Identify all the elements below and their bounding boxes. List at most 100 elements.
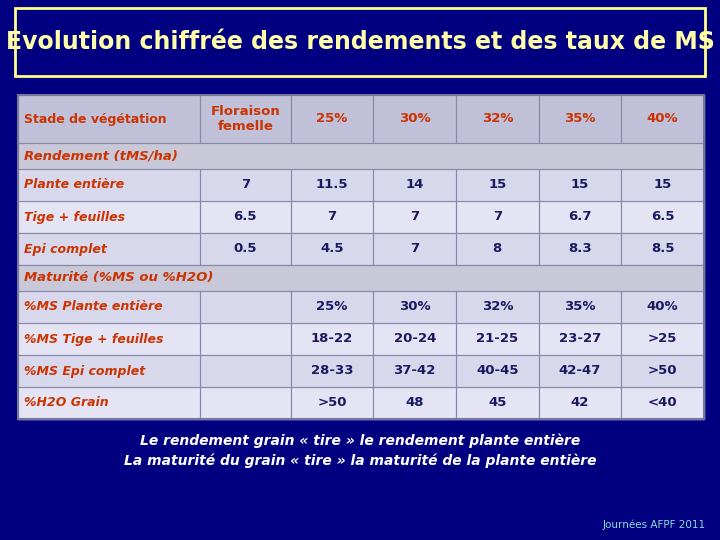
Bar xyxy=(374,201,456,233)
Bar xyxy=(456,201,539,233)
Text: 35%: 35% xyxy=(564,112,595,125)
Bar xyxy=(291,291,374,323)
Bar xyxy=(291,355,374,387)
Bar xyxy=(18,323,200,355)
Bar xyxy=(18,265,704,291)
Bar xyxy=(456,201,539,233)
Bar xyxy=(456,355,539,387)
Text: 28-33: 28-33 xyxy=(311,364,354,377)
Bar xyxy=(456,387,539,419)
Bar xyxy=(456,233,539,265)
Text: 25%: 25% xyxy=(316,112,348,125)
Bar xyxy=(374,323,456,355)
Text: %MS Tige + feuilles: %MS Tige + feuilles xyxy=(24,333,163,346)
Text: Evolution chiffrée des rendements et des taux de MS: Evolution chiffrée des rendements et des… xyxy=(6,30,714,54)
Text: 6.5: 6.5 xyxy=(233,211,257,224)
Bar xyxy=(621,387,704,419)
Bar xyxy=(18,323,200,355)
Text: La maturité du grain « tire » la maturité de la plante entière: La maturité du grain « tire » la maturit… xyxy=(124,453,596,468)
Bar xyxy=(621,291,704,323)
Text: Epi complet: Epi complet xyxy=(24,242,107,255)
Bar xyxy=(374,169,456,201)
Bar xyxy=(200,201,291,233)
Bar xyxy=(291,387,374,419)
Bar xyxy=(18,233,200,265)
Bar xyxy=(18,169,200,201)
Bar xyxy=(621,95,704,143)
Text: 23-27: 23-27 xyxy=(559,333,601,346)
Text: 18-22: 18-22 xyxy=(311,333,354,346)
Bar xyxy=(18,265,704,291)
Text: 15: 15 xyxy=(654,179,672,192)
FancyBboxPatch shape xyxy=(15,8,705,76)
Bar xyxy=(374,355,456,387)
Bar xyxy=(18,95,200,143)
Bar xyxy=(539,323,621,355)
Text: 20-24: 20-24 xyxy=(394,333,436,346)
Bar xyxy=(374,387,456,419)
Bar xyxy=(456,387,539,419)
Text: 48: 48 xyxy=(405,396,424,409)
Bar xyxy=(539,233,621,265)
Text: 32%: 32% xyxy=(482,112,513,125)
Text: 6.5: 6.5 xyxy=(651,211,675,224)
Text: 42: 42 xyxy=(571,396,589,409)
Text: 40-45: 40-45 xyxy=(476,364,518,377)
Text: 35%: 35% xyxy=(564,300,595,314)
Bar xyxy=(200,355,291,387)
Text: 8.5: 8.5 xyxy=(651,242,675,255)
Text: Stade de végétation: Stade de végétation xyxy=(24,112,166,125)
Bar xyxy=(18,169,200,201)
Bar xyxy=(18,143,704,169)
Bar xyxy=(456,323,539,355)
Bar xyxy=(200,387,291,419)
Bar xyxy=(539,355,621,387)
Bar xyxy=(621,291,704,323)
Text: 7: 7 xyxy=(410,211,419,224)
Bar xyxy=(18,291,200,323)
Bar xyxy=(18,233,200,265)
Bar xyxy=(621,233,704,265)
Bar xyxy=(539,201,621,233)
Bar xyxy=(200,95,291,143)
Bar xyxy=(200,291,291,323)
Bar xyxy=(200,291,291,323)
Bar xyxy=(291,291,374,323)
Text: 7: 7 xyxy=(328,211,337,224)
Bar xyxy=(291,201,374,233)
Text: Le rendement grain « tire » le rendement plante entière: Le rendement grain « tire » le rendement… xyxy=(140,433,580,448)
Text: %MS Plante entière: %MS Plante entière xyxy=(24,300,163,314)
Bar xyxy=(539,323,621,355)
Text: 40%: 40% xyxy=(647,112,678,125)
Bar xyxy=(291,387,374,419)
Bar xyxy=(374,201,456,233)
Text: 6.7: 6.7 xyxy=(568,211,592,224)
Text: 42-47: 42-47 xyxy=(559,364,601,377)
Bar xyxy=(456,355,539,387)
Bar xyxy=(200,169,291,201)
Text: 4.5: 4.5 xyxy=(320,242,344,255)
Bar xyxy=(539,291,621,323)
Text: Rendement (tMS/ha): Rendement (tMS/ha) xyxy=(24,150,178,163)
Bar xyxy=(456,95,539,143)
Text: Journées AFPF 2011: Journées AFPF 2011 xyxy=(603,519,706,530)
Bar xyxy=(18,355,200,387)
Bar xyxy=(18,201,200,233)
Bar xyxy=(374,291,456,323)
Bar xyxy=(621,201,704,233)
Text: 0.5: 0.5 xyxy=(233,242,257,255)
Bar xyxy=(374,387,456,419)
Bar xyxy=(621,323,704,355)
Text: 7: 7 xyxy=(492,211,502,224)
Text: 11.5: 11.5 xyxy=(316,179,348,192)
Bar xyxy=(18,291,200,323)
Bar xyxy=(291,201,374,233)
Bar xyxy=(200,323,291,355)
Bar xyxy=(539,201,621,233)
Text: Tige + feuilles: Tige + feuilles xyxy=(24,211,125,224)
Bar xyxy=(539,95,621,143)
Text: >25: >25 xyxy=(648,333,678,346)
Text: 15: 15 xyxy=(571,179,589,192)
Text: 7: 7 xyxy=(410,242,419,255)
Bar xyxy=(291,323,374,355)
